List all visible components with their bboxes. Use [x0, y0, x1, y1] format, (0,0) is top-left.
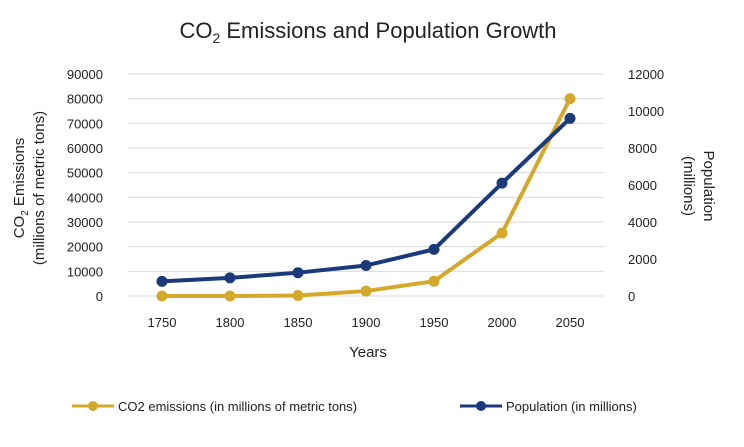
data-point-co2: [156, 290, 168, 302]
legend: CO2 emissions (in millions of metric ton…: [72, 399, 637, 414]
x-axis-label: Years: [349, 344, 387, 361]
left-tick-label: 90000: [67, 67, 103, 82]
left-axis-ticks: 0 10000 20000 30000 40000 50000 60000 70000 8000…: [67, 67, 103, 304]
left-tick-label: 10000: [67, 264, 103, 279]
right-axis-label: Population (millions): [680, 151, 717, 222]
data-point-population: [360, 259, 372, 271]
data-point-co2: [428, 275, 440, 287]
x-tick-label: 2000: [488, 315, 517, 330]
x-tick-label: 1850: [284, 315, 313, 330]
x-tick-label: 1900: [352, 315, 381, 330]
right-tick-label: 0: [628, 289, 635, 304]
left-axis-label-line1: CO2 Emissions: [11, 138, 31, 239]
data-point-co2: [564, 93, 576, 105]
right-tick-label: 8000: [628, 141, 657, 156]
data-point-population: [156, 275, 168, 287]
left-tick-label: 80000: [67, 92, 103, 107]
left-axis-label: CO2 Emissions (millions of metric tons): [11, 111, 48, 265]
right-tick-label: 12000: [628, 67, 664, 82]
data-point-population: [224, 272, 236, 284]
data-point-co2: [360, 285, 372, 297]
x-tick-label: 1750: [148, 315, 177, 330]
right-tick-label: 6000: [628, 178, 657, 193]
gridlines: [128, 73, 604, 297]
right-axis-label-line1: Population: [700, 151, 717, 222]
legend-item-population: Population (in millions): [460, 399, 637, 414]
left-tick-label: 20000: [67, 240, 103, 255]
right-axis-ticks: 0 2000 4000 6000 8000 10000 12000: [628, 67, 664, 304]
right-axis-label-line2: (millions): [680, 156, 697, 216]
left-tick-label: 60000: [67, 141, 103, 156]
data-point-population: [496, 177, 508, 189]
right-tick-label: 2000: [628, 252, 657, 267]
legend-label-co2: CO2 emissions (in millions of metric ton…: [118, 399, 357, 414]
legend-marker-population: [476, 401, 486, 411]
data-point-population: [564, 112, 576, 124]
left-tick-label: 70000: [67, 116, 103, 131]
data-point-population: [292, 267, 304, 279]
legend-label-population: Population (in millions): [506, 399, 637, 414]
left-tick-label: 40000: [67, 190, 103, 205]
right-tick-label: 10000: [628, 104, 664, 119]
x-axis-ticks: 1750 1800 1850 1900 1950 2000 2050: [148, 315, 585, 330]
legend-marker-co2: [88, 401, 98, 411]
right-tick-label: 4000: [628, 215, 657, 230]
x-tick-label: 1800: [216, 315, 245, 330]
series-layer: [156, 93, 576, 302]
x-tick-label: 2050: [556, 315, 585, 330]
left-axis-label-line2: (millions of metric tons): [31, 111, 48, 265]
data-point-population: [428, 243, 440, 255]
data-point-co2: [292, 290, 304, 302]
left-tick-label: 0: [96, 289, 103, 304]
chart-title: CO2 Emissions and Population Growth: [179, 18, 556, 46]
left-tick-label: 30000: [67, 215, 103, 230]
x-tick-label: 1950: [420, 315, 449, 330]
data-point-co2: [496, 227, 508, 239]
left-tick-label: 50000: [67, 166, 103, 181]
series-line-population: [161, 116, 572, 284]
legend-item-co2: CO2 emissions (in millions of metric ton…: [72, 399, 357, 414]
data-point-co2: [224, 290, 236, 302]
